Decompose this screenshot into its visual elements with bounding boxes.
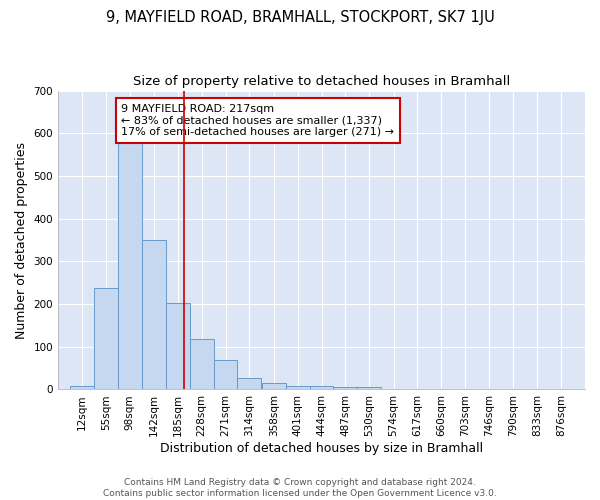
Text: 9, MAYFIELD ROAD, BRAMHALL, STOCKPORT, SK7 1JU: 9, MAYFIELD ROAD, BRAMHALL, STOCKPORT, S… (106, 10, 494, 25)
Bar (214, 360, 238, 390)
Bar (334, 388, 357, 390)
Bar (262, 383, 286, 390)
Y-axis label: Number of detached properties: Number of detached properties (15, 142, 28, 338)
Title: Size of property relative to detached houses in Bramhall: Size of property relative to detached ho… (133, 75, 510, 88)
Bar (286, 386, 310, 390)
Bar (118, 138, 142, 390)
Bar (190, 339, 214, 390)
Bar (310, 386, 334, 390)
Text: 9 MAYFIELD ROAD: 217sqm
← 83% of detached houses are smaller (1,337)
17% of semi: 9 MAYFIELD ROAD: 217sqm ← 83% of detache… (121, 104, 394, 137)
Bar (94, 288, 118, 390)
Bar (166, 303, 190, 390)
Bar (238, 378, 262, 390)
Bar (357, 388, 381, 390)
Bar (142, 240, 166, 390)
Bar (70, 386, 94, 390)
X-axis label: Distribution of detached houses by size in Bramhall: Distribution of detached houses by size … (160, 442, 483, 455)
Text: Contains HM Land Registry data © Crown copyright and database right 2024.
Contai: Contains HM Land Registry data © Crown c… (103, 478, 497, 498)
